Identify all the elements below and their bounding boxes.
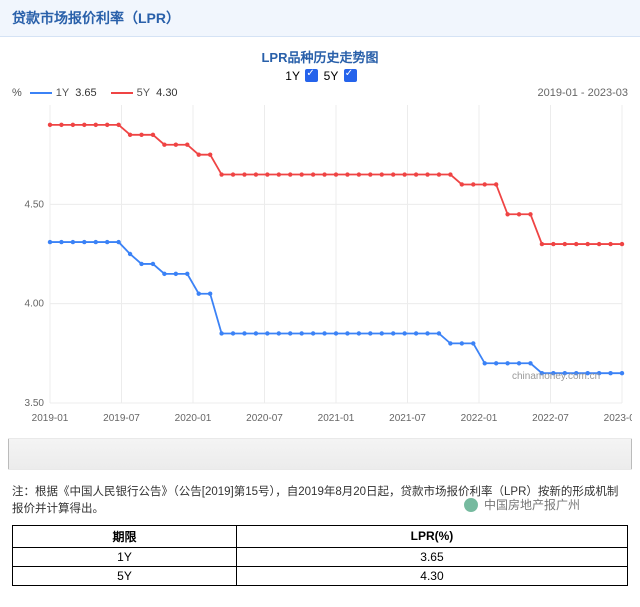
svg-text:2019-01: 2019-01: [32, 413, 69, 424]
legend-1y[interactable]: 1Y 3.65: [30, 87, 97, 99]
svg-text:2023-01: 2023-01: [604, 413, 632, 424]
svg-text:2019-07: 2019-07: [103, 413, 140, 424]
legend-1y-swatch: [30, 92, 52, 94]
toggle-5y-checkbox[interactable]: [344, 69, 357, 82]
toggle-1y-checkbox[interactable]: [305, 69, 318, 82]
panel-header: 贷款市场报价利率（LPR）: [0, 0, 640, 37]
svg-text:4.50: 4.50: [25, 199, 45, 210]
svg-text:2020-01: 2020-01: [175, 413, 212, 424]
date-range: 2019-01 - 2023-03: [537, 87, 628, 99]
range-brush[interactable]: [8, 438, 632, 470]
toggle-5y-label: 5Y: [324, 69, 339, 83]
table-cell: 4.30: [236, 566, 627, 585]
toggle-1y-label: 1Y: [285, 69, 300, 83]
svg-text:2022-01: 2022-01: [461, 413, 498, 424]
col-rate: LPR(%): [236, 525, 627, 547]
table-cell: 5Y: [13, 566, 237, 585]
legend-5y[interactable]: 5Y 4.30: [111, 87, 178, 99]
lpr-table: 期限 LPR(%) 1Y3.655Y4.30: [12, 525, 628, 586]
y-unit: %: [12, 87, 22, 99]
chart-title: LPR品种历史走势图: [261, 50, 378, 65]
chart-title-row: LPR品种历史走势图: [0, 47, 640, 67]
svg-text:2022-07: 2022-07: [532, 413, 569, 424]
svg-text:4.00: 4.00: [25, 299, 45, 310]
table-cell: 1Y: [13, 547, 237, 566]
svg-text:2021-07: 2021-07: [389, 413, 426, 424]
legend-5y-name: 5Y: [137, 87, 150, 99]
legend-1y-value: 3.65: [75, 87, 96, 99]
col-term: 期限: [13, 525, 237, 547]
chart-area: % 1Y 3.65 5Y 4.30 2019-01 - 2023-03 3.50…: [0, 83, 640, 434]
legend-1y-name: 1Y: [56, 87, 69, 99]
footnote: 注：根据《中国人民银行公告》（公告[2019]第15号），自2019年8月20日…: [0, 470, 640, 525]
line-chart: 3.50 4.00 4.50 2019-01 2019-07 2020-01 2020-07…: [8, 99, 632, 429]
svg-text:2020-07: 2020-07: [246, 413, 283, 424]
svg-text:chinamoney.com.cn: chinamoney.com.cn: [512, 371, 600, 382]
svg-text:2021-01: 2021-01: [318, 413, 355, 424]
legend-row: % 1Y 3.65 5Y 4.30 2019-01 - 2023-03: [8, 87, 632, 99]
series-toggle-row: 1Y 5Y: [0, 69, 640, 83]
table-cell: 3.65: [236, 547, 627, 566]
panel-title: 贷款市场报价利率（LPR）: [12, 10, 180, 26]
legend-5y-value: 4.30: [156, 87, 177, 99]
legend-5y-swatch: [111, 92, 133, 94]
svg-text:3.50: 3.50: [25, 398, 45, 409]
